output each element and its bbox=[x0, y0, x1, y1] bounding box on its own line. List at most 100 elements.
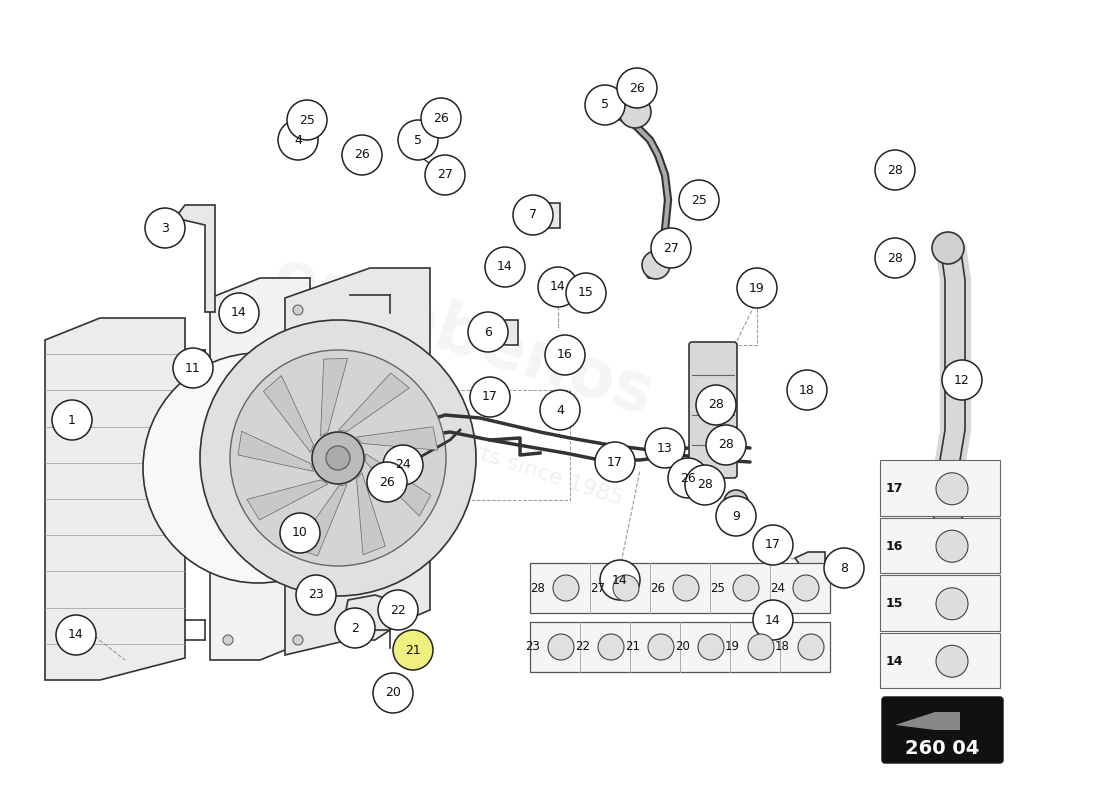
Circle shape bbox=[145, 208, 185, 248]
FancyBboxPatch shape bbox=[882, 697, 1003, 763]
Circle shape bbox=[645, 428, 685, 468]
Text: 17: 17 bbox=[886, 482, 903, 495]
Text: 19: 19 bbox=[725, 641, 740, 654]
Circle shape bbox=[798, 634, 824, 660]
Bar bbox=[530, 622, 830, 672]
Circle shape bbox=[668, 458, 708, 498]
Circle shape bbox=[468, 312, 508, 352]
Text: 24: 24 bbox=[395, 458, 411, 471]
Polygon shape bbox=[295, 485, 346, 556]
Circle shape bbox=[716, 496, 756, 536]
Text: 260 04: 260 04 bbox=[905, 738, 980, 758]
Circle shape bbox=[230, 350, 446, 566]
Circle shape bbox=[378, 590, 418, 630]
Text: 27: 27 bbox=[437, 169, 453, 182]
Text: 26: 26 bbox=[629, 82, 645, 94]
Text: 20: 20 bbox=[675, 641, 690, 654]
Circle shape bbox=[278, 120, 318, 160]
Circle shape bbox=[143, 353, 373, 583]
Circle shape bbox=[397, 437, 433, 473]
Circle shape bbox=[312, 432, 364, 484]
Circle shape bbox=[754, 525, 793, 565]
Circle shape bbox=[296, 575, 336, 615]
Circle shape bbox=[786, 370, 827, 410]
Polygon shape bbox=[320, 358, 348, 436]
Text: 6: 6 bbox=[484, 326, 492, 338]
Circle shape bbox=[698, 634, 724, 660]
Circle shape bbox=[513, 195, 553, 235]
Text: eurobenos: eurobenos bbox=[263, 243, 661, 429]
Circle shape bbox=[932, 494, 964, 526]
Text: 17: 17 bbox=[482, 390, 498, 403]
Circle shape bbox=[383, 445, 424, 485]
Circle shape bbox=[942, 360, 982, 400]
Text: 14: 14 bbox=[886, 654, 903, 668]
Text: 28: 28 bbox=[887, 163, 903, 177]
Text: 9: 9 bbox=[733, 510, 740, 522]
Text: 28: 28 bbox=[530, 582, 544, 594]
Circle shape bbox=[336, 608, 375, 648]
Text: 14: 14 bbox=[612, 574, 628, 586]
Circle shape bbox=[540, 390, 580, 430]
Circle shape bbox=[393, 630, 433, 670]
Text: 8: 8 bbox=[840, 562, 848, 574]
Polygon shape bbox=[795, 552, 825, 577]
Polygon shape bbox=[345, 595, 390, 640]
Bar bbox=[880, 518, 1000, 573]
Circle shape bbox=[470, 377, 510, 417]
Circle shape bbox=[824, 548, 864, 588]
Circle shape bbox=[733, 575, 759, 601]
Text: 18: 18 bbox=[776, 641, 790, 654]
Text: 22: 22 bbox=[575, 641, 590, 654]
FancyBboxPatch shape bbox=[689, 342, 737, 478]
Text: 5: 5 bbox=[414, 134, 422, 146]
Text: 16: 16 bbox=[886, 540, 903, 553]
Circle shape bbox=[548, 634, 574, 660]
Circle shape bbox=[932, 232, 964, 264]
Circle shape bbox=[566, 273, 606, 313]
Circle shape bbox=[173, 348, 213, 388]
Polygon shape bbox=[895, 712, 960, 730]
Text: 28: 28 bbox=[887, 251, 903, 265]
Circle shape bbox=[598, 634, 624, 660]
Text: 28: 28 bbox=[697, 478, 713, 491]
Text: 18: 18 bbox=[799, 383, 815, 397]
Text: 11: 11 bbox=[185, 362, 201, 374]
Text: 10: 10 bbox=[293, 526, 308, 539]
Circle shape bbox=[679, 180, 719, 220]
Circle shape bbox=[673, 575, 698, 601]
Text: a passion for parts since 1985: a passion for parts since 1985 bbox=[299, 386, 625, 510]
Circle shape bbox=[936, 646, 968, 678]
Polygon shape bbox=[339, 373, 409, 431]
Text: 25: 25 bbox=[711, 582, 725, 594]
Circle shape bbox=[293, 635, 303, 645]
Text: 28: 28 bbox=[718, 438, 734, 451]
Text: 5: 5 bbox=[601, 98, 609, 111]
Text: 27: 27 bbox=[590, 582, 605, 594]
Polygon shape bbox=[356, 473, 385, 555]
Polygon shape bbox=[175, 205, 214, 312]
Bar bbox=[880, 575, 1000, 630]
Text: 25: 25 bbox=[691, 194, 707, 206]
Circle shape bbox=[421, 98, 461, 138]
Circle shape bbox=[223, 305, 233, 315]
Polygon shape bbox=[238, 431, 314, 471]
Circle shape bbox=[342, 135, 382, 175]
Circle shape bbox=[595, 442, 635, 482]
Text: 26: 26 bbox=[433, 111, 449, 125]
Circle shape bbox=[793, 575, 820, 601]
Polygon shape bbox=[285, 268, 430, 655]
Circle shape bbox=[874, 238, 915, 278]
Circle shape bbox=[874, 150, 915, 190]
Circle shape bbox=[326, 446, 350, 470]
Circle shape bbox=[936, 473, 968, 505]
Circle shape bbox=[398, 120, 438, 160]
Circle shape bbox=[685, 465, 725, 505]
Circle shape bbox=[367, 462, 407, 502]
Text: 26: 26 bbox=[379, 475, 395, 489]
Circle shape bbox=[56, 615, 96, 655]
Circle shape bbox=[648, 634, 674, 660]
Circle shape bbox=[600, 560, 640, 600]
Text: 26: 26 bbox=[354, 149, 370, 162]
Circle shape bbox=[706, 425, 746, 465]
